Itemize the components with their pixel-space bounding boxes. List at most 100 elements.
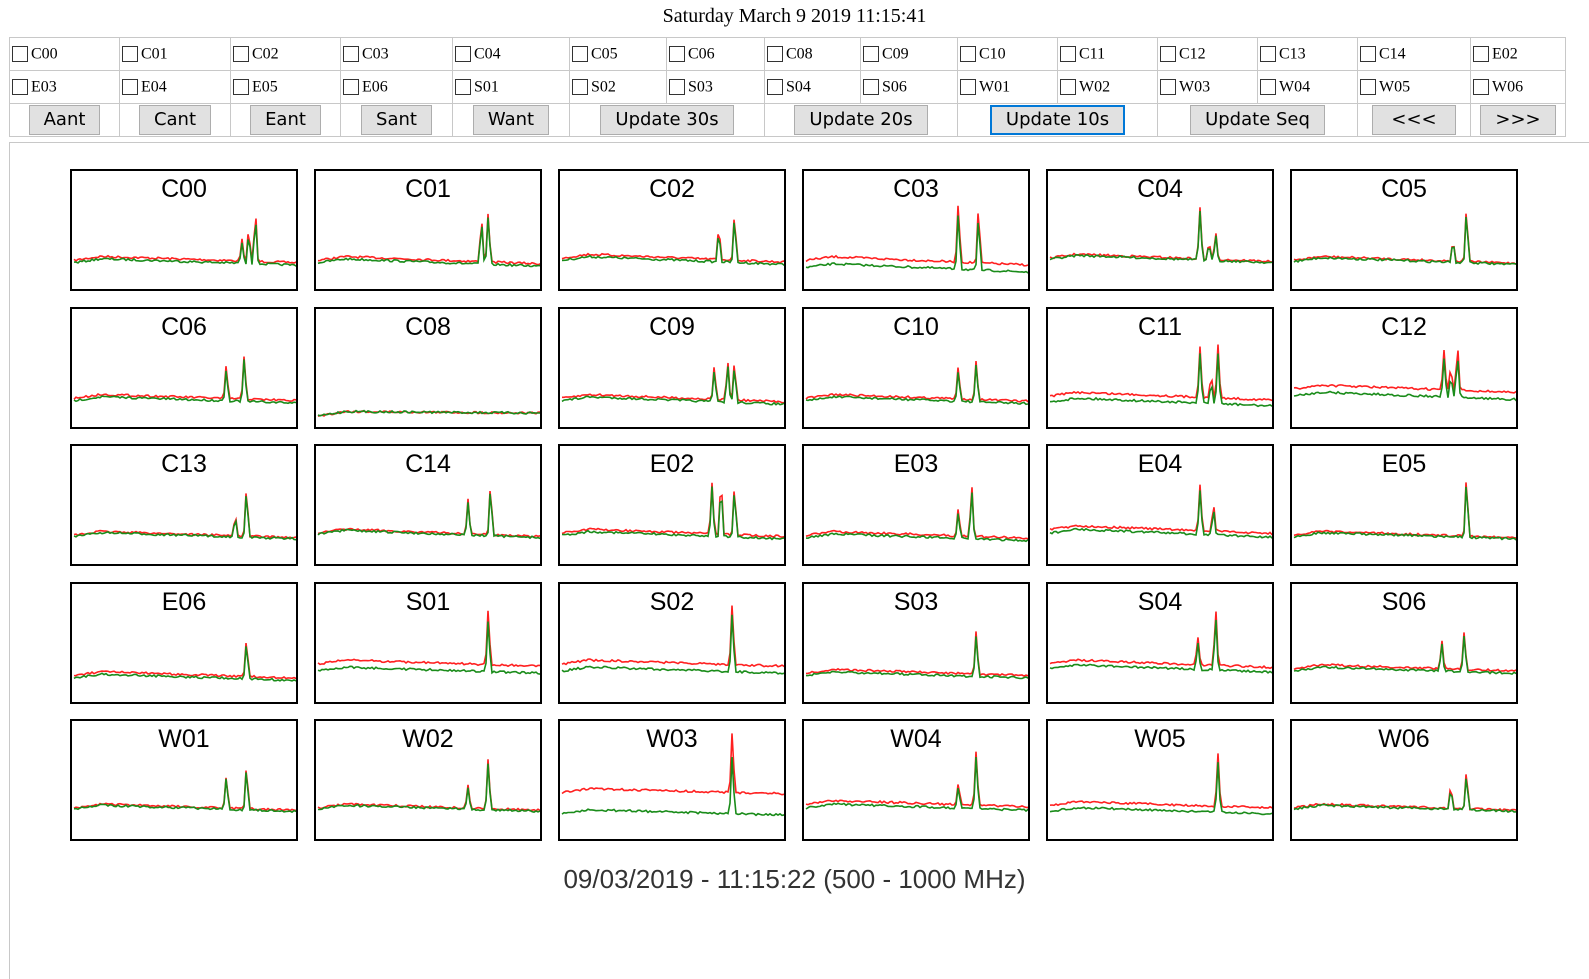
spectrum-plot-c02[interactable]: C02 bbox=[558, 169, 786, 291]
checkbox-c11[interactable] bbox=[1060, 46, 1076, 63]
green-trace bbox=[1049, 619, 1272, 674]
checkbox-s04[interactable] bbox=[767, 79, 783, 96]
checkbox-cell-w02: W02 bbox=[1057, 70, 1158, 104]
spectrum-plot-c10[interactable]: C10 bbox=[802, 306, 1030, 429]
want-button[interactable]: Want bbox=[472, 105, 550, 135]
checkbox-c09[interactable] bbox=[863, 46, 879, 63]
spectrum-plot-s03[interactable]: S03 bbox=[802, 581, 1030, 704]
spectrum-plot-e03[interactable]: E03 bbox=[802, 444, 1030, 566]
checkbox-e03[interactable] bbox=[12, 79, 28, 96]
green-trace bbox=[73, 772, 296, 814]
checkbox-label-c08: C08 bbox=[786, 45, 813, 63]
checkbox-c08[interactable] bbox=[767, 46, 783, 63]
plot-label: S04 bbox=[1137, 587, 1183, 616]
prev-button[interactable]: <<< bbox=[1372, 105, 1456, 135]
checkbox-c06[interactable] bbox=[669, 46, 685, 63]
checkbox-c13[interactable] bbox=[1260, 46, 1276, 63]
spectrum-plot-w02[interactable]: W02 bbox=[314, 719, 542, 841]
eant-button[interactable]: Eant bbox=[250, 105, 321, 135]
spectrum-plot-c03[interactable]: C03 bbox=[802, 169, 1030, 291]
update-seq-button[interactable]: Update Seq bbox=[1190, 105, 1325, 135]
station-controls-table: C00 C01 C02 C03 C04 C05 C06 C08 C09 C10 C11 C12 C13 C… bbox=[9, 37, 1566, 137]
spectrum-plot-c08[interactable]: C08 bbox=[314, 306, 542, 429]
spectrum-plot-w01[interactable]: W01 bbox=[70, 719, 298, 841]
plot-label: W06 bbox=[1378, 725, 1430, 753]
checkbox-c05[interactable] bbox=[572, 46, 588, 63]
cant-button[interactable]: Cant bbox=[138, 105, 212, 135]
spectrum-plot-s02[interactable]: S02 bbox=[558, 581, 786, 704]
checkbox-c03[interactable] bbox=[343, 46, 359, 63]
update-10s-button[interactable]: Update 10s bbox=[989, 105, 1126, 135]
green-trace bbox=[1049, 211, 1272, 265]
spectrum-plot-c14[interactable]: C14 bbox=[314, 444, 542, 566]
spectrum-plot-c12[interactable]: C12 bbox=[1290, 306, 1518, 429]
green-trace bbox=[1293, 778, 1516, 814]
plot-label: C09 bbox=[649, 312, 695, 341]
spectrum-plot-w04[interactable]: W04 bbox=[802, 719, 1030, 841]
green-trace bbox=[73, 496, 296, 541]
checkbox-label-s03: S03 bbox=[688, 78, 713, 96]
checkbox-e02[interactable] bbox=[1473, 46, 1489, 63]
spectrum-plot-c11[interactable]: C11 bbox=[1046, 306, 1274, 429]
checkbox-label-c04: C04 bbox=[474, 45, 501, 63]
spectrum-plot-c09[interactable]: C09 bbox=[558, 306, 786, 429]
checkbox-s03[interactable] bbox=[669, 79, 685, 96]
aant-button[interactable]: Aant bbox=[28, 105, 101, 135]
checkbox-c12[interactable] bbox=[1160, 46, 1176, 63]
plot-label: C00 bbox=[161, 175, 207, 203]
checkbox-w04[interactable] bbox=[1260, 79, 1276, 96]
checkbox-label-c06: C06 bbox=[688, 45, 715, 63]
checkbox-e04[interactable] bbox=[122, 79, 138, 96]
checkbox-c02[interactable] bbox=[233, 46, 249, 63]
checkbox-c10[interactable] bbox=[960, 46, 976, 63]
spectrum-plot-c00[interactable]: C00 bbox=[70, 169, 298, 291]
spectrum-plot-e02[interactable]: E02 bbox=[558, 444, 786, 566]
spectrum-plot-e05[interactable]: E05 bbox=[1290, 444, 1518, 566]
checkbox-w05[interactable] bbox=[1360, 79, 1376, 96]
update-30s-button[interactable]: Update 30s bbox=[600, 105, 734, 135]
spectrum-plot-e04[interactable]: E04 bbox=[1046, 444, 1274, 566]
checkbox-cell-c08: C08 bbox=[764, 37, 861, 71]
spectrum-traces bbox=[317, 213, 540, 268]
spectrum-plot-e06[interactable]: E06 bbox=[70, 581, 298, 704]
checkbox-c00[interactable] bbox=[12, 46, 28, 63]
spectrum-plot-s04[interactable]: S04 bbox=[1046, 581, 1274, 704]
spectrum-plot-c01[interactable]: C01 bbox=[314, 169, 542, 291]
cell-update-20s: Update 20s bbox=[764, 103, 958, 137]
content-area bbox=[9, 142, 1589, 979]
spectrum-plot-w06[interactable]: W06 bbox=[1290, 719, 1518, 841]
update-20s-button[interactable]: Update 20s bbox=[794, 105, 928, 135]
spectrum-traces bbox=[1049, 207, 1272, 265]
checkbox-e06[interactable] bbox=[343, 79, 359, 96]
next-button[interactable]: >>> bbox=[1480, 105, 1556, 135]
spectrum-plot-c13[interactable]: C13 bbox=[70, 444, 298, 566]
checkbox-c14[interactable] bbox=[1360, 46, 1376, 63]
checkbox-s06[interactable] bbox=[863, 79, 879, 96]
red-trace bbox=[1293, 482, 1516, 539]
checkbox-w03[interactable] bbox=[1160, 79, 1176, 96]
spectrum-plot-c04[interactable]: C04 bbox=[1046, 169, 1274, 291]
checkbox-row-1: C00 C01 C02 C03 C04 C05 C06 C08 C09 C10 C11 C12 C13 C… bbox=[9, 37, 1566, 71]
checkbox-w06[interactable] bbox=[1473, 79, 1489, 96]
checkbox-s01[interactable] bbox=[455, 79, 471, 96]
spectrum-plot-c05[interactable]: C05 bbox=[1290, 169, 1518, 291]
checkbox-cell-c02: C02 bbox=[230, 37, 341, 71]
checkbox-w01[interactable] bbox=[960, 79, 976, 96]
spectrum-plot-s06[interactable]: S06 bbox=[1290, 581, 1518, 704]
spectrum-plot-s01[interactable]: S01 bbox=[314, 581, 542, 704]
spectrum-traces bbox=[561, 604, 784, 675]
checkbox-cell-w06: W06 bbox=[1470, 70, 1566, 104]
checkbox-row-2: E03 E04 E05 E06 S01 S02 S03 S04 S06 W01 W02 W03 W04 W… bbox=[9, 70, 1566, 104]
plot-label: C08 bbox=[405, 312, 451, 341]
sant-button[interactable]: Sant bbox=[361, 105, 432, 135]
green-trace bbox=[805, 215, 1028, 274]
checkbox-e05[interactable] bbox=[233, 79, 249, 96]
checkbox-c01[interactable] bbox=[122, 46, 138, 63]
checkbox-s02[interactable] bbox=[572, 79, 588, 96]
checkbox-label-w01: W01 bbox=[979, 78, 1011, 96]
spectrum-plot-w05[interactable]: W05 bbox=[1046, 719, 1274, 841]
checkbox-c04[interactable] bbox=[455, 46, 471, 63]
spectrum-plot-w03[interactable]: W03 bbox=[558, 719, 786, 841]
checkbox-w02[interactable] bbox=[1060, 79, 1076, 96]
spectrum-plot-c06[interactable]: C06 bbox=[70, 306, 298, 429]
